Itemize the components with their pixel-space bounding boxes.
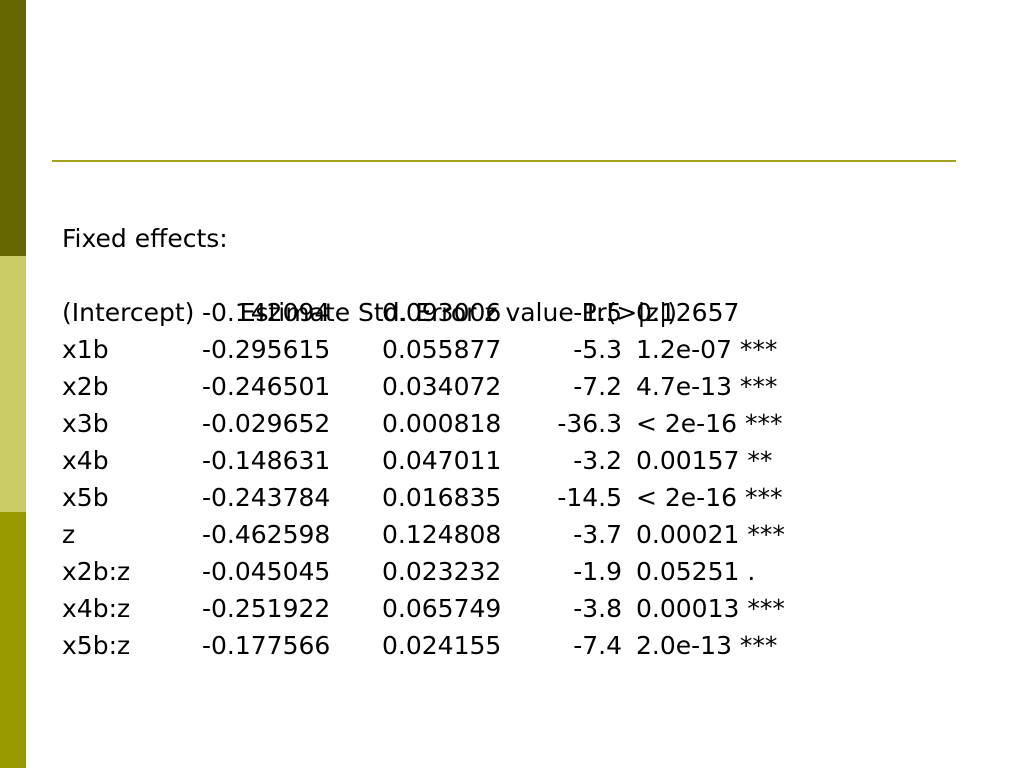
std-error-cell: 0.093006 <box>382 298 502 327</box>
sidebar-band-middle <box>0 256 26 512</box>
std-error-cell: 0.000818 <box>382 409 502 438</box>
term-cell: z <box>62 520 76 549</box>
estimate-cell: -0.462598 <box>202 520 331 549</box>
sidebar-band-bottom <box>0 512 26 768</box>
p-value-cell: 0.00157 ** <box>636 446 773 475</box>
table-row: x2b -0.246501 0.034072 -7.2 4.7e-13 *** <box>62 368 982 405</box>
z-value-cell: -3.7 <box>573 520 622 549</box>
table-row: x4b:z -0.251922 0.065749 -3.8 0.00013 *** <box>62 590 982 627</box>
p-value-cell: 1.2e-07 *** <box>636 335 778 364</box>
std-error-cell: 0.034072 <box>382 372 502 401</box>
p-value-cell: 0.05251 . <box>636 557 756 586</box>
section-title: Fixed effects: <box>62 224 228 253</box>
p-value-cell: < 2e-16 *** <box>636 483 783 512</box>
z-value-cell: -14.5 <box>557 483 622 512</box>
table-row: x5b -0.243784 0.016835 -14.5 < 2e-16 *** <box>62 479 982 516</box>
sidebar-band-top <box>0 0 26 256</box>
z-value-cell: -3.2 <box>573 446 622 475</box>
std-error-cell: 0.023232 <box>382 557 502 586</box>
table-row: x5b:z -0.177566 0.024155 -7.4 2.0e-13 *** <box>62 627 982 664</box>
std-error-cell: 0.047011 <box>382 446 502 475</box>
fixed-effects-output: Fixed effects: Estimate Std. Error z val… <box>62 220 982 664</box>
title-divider-rule <box>52 160 956 162</box>
std-error-cell: 0.055877 <box>382 335 502 364</box>
table-header-line: Estimate Std. Error z value Pr(>|z|) <box>62 257 982 327</box>
table-row: x2b:z -0.045045 0.023232 -1.9 0.05251 . <box>62 553 982 590</box>
p-value-cell: 2.0e-13 *** <box>636 631 778 660</box>
z-value-cell: -1.9 <box>573 557 622 586</box>
term-cell: x2b:z <box>62 557 131 586</box>
term-cell: (Intercept) <box>62 298 195 327</box>
estimate-cell: -0.251922 <box>202 594 331 623</box>
estimate-cell: -0.243784 <box>202 483 331 512</box>
std-error-cell: 0.024155 <box>382 631 502 660</box>
estimate-cell: -0.246501 <box>202 372 331 401</box>
p-value-cell: < 2e-16 *** <box>636 409 783 438</box>
p-value-cell: 0.00013 *** <box>636 594 785 623</box>
estimate-cell: -0.148631 <box>202 446 331 475</box>
estimate-cell: -0.142094 <box>202 298 331 327</box>
std-error-cell: 0.016835 <box>382 483 502 512</box>
term-cell: x2b <box>62 372 109 401</box>
z-value-cell: -5.3 <box>573 335 622 364</box>
estimate-cell: -0.029652 <box>202 409 331 438</box>
z-value-cell: -7.4 <box>573 631 622 660</box>
coefficient-rows: (Intercept) -0.142094 0.093006 -1.5 0.12657 x… <box>62 294 982 664</box>
z-value-cell: -1.5 <box>573 298 622 327</box>
table-row: x3b -0.029652 0.000818 -36.3 < 2e-16 *** <box>62 405 982 442</box>
estimate-cell: -0.295615 <box>202 335 331 364</box>
table-row: (Intercept) -0.142094 0.093006 -1.5 0.12657 <box>62 294 982 331</box>
table-row: x4b -0.148631 0.047011 -3.2 0.00157 ** <box>62 442 982 479</box>
term-cell: x1b <box>62 335 109 364</box>
term-cell: x5b <box>62 483 109 512</box>
z-value-cell: -7.2 <box>573 372 622 401</box>
term-cell: x4b <box>62 446 109 475</box>
z-value-cell: -3.8 <box>573 594 622 623</box>
std-error-cell: 0.124808 <box>382 520 502 549</box>
term-cell: x4b:z <box>62 594 131 623</box>
z-value-cell: -36.3 <box>557 409 622 438</box>
std-error-cell: 0.065749 <box>382 594 502 623</box>
table-row: z -0.462598 0.124808 -3.7 0.00021 *** <box>62 516 982 553</box>
p-value-cell: 0.00021 *** <box>636 520 785 549</box>
p-value-cell: 0.12657 <box>636 298 740 327</box>
term-cell: x5b:z <box>62 631 131 660</box>
term-cell: x3b <box>62 409 109 438</box>
estimate-cell: -0.177566 <box>202 631 331 660</box>
estimate-cell: -0.045045 <box>202 557 331 586</box>
table-header: Estimate Std. Error z value Pr(>|z|) <box>239 298 678 327</box>
p-value-cell: 4.7e-13 *** <box>636 372 778 401</box>
table-row: x1b -0.295615 0.055877 -5.3 1.2e-07 *** <box>62 331 982 368</box>
